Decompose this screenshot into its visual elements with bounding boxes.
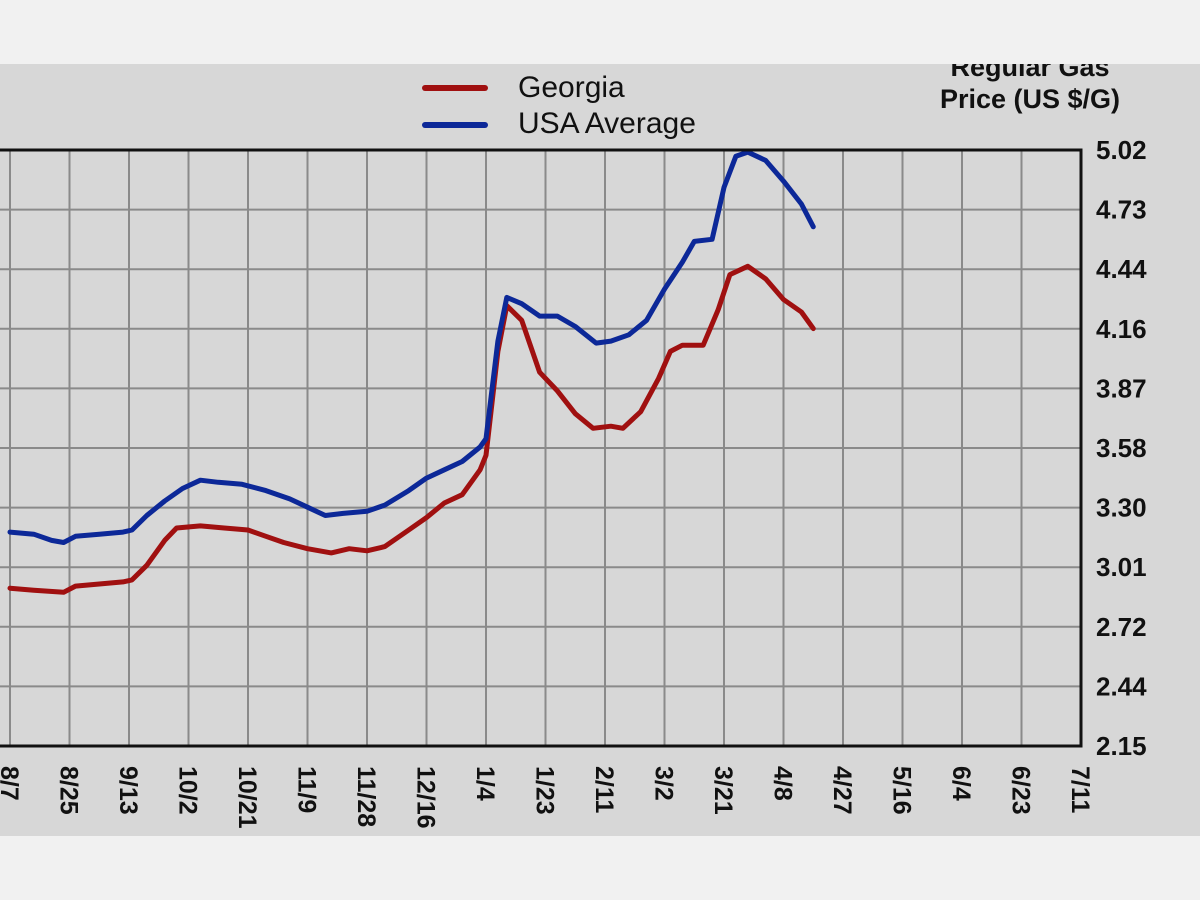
legend: Georgia USA Average xyxy=(422,71,696,140)
series-line-georgia xyxy=(7,263,816,595)
y-tick-label: 3.87 xyxy=(1096,373,1147,403)
x-tick-label: 9/13 xyxy=(114,766,142,815)
chart-frame: 5.02 4.73 4.44 4.16 3.87 3.58 3.30 3.01 2.72 2.44… xyxy=(0,64,1200,836)
y-tick-label: 4.73 xyxy=(1096,195,1147,225)
y-tick-label: 3.30 xyxy=(1096,493,1147,523)
x-tick-label: 6/4 xyxy=(947,766,975,801)
y-tick-label: 3.58 xyxy=(1096,433,1147,463)
price-chart: 5.02 4.73 4.44 4.16 3.87 3.58 3.30 3.01 2.72 2.44… xyxy=(0,64,1147,829)
x-tick-label: 3/21 xyxy=(709,766,737,815)
legend-label-usa-average: USA Average xyxy=(518,107,696,140)
x-tick-label: 11/28 xyxy=(352,766,380,827)
x-tick-label: 1/23 xyxy=(531,766,559,815)
y-tick-label: 2.72 xyxy=(1096,612,1147,642)
legend-label-georgia: Georgia xyxy=(518,71,625,104)
x-tick-label: 7/11 xyxy=(1066,766,1094,813)
y-axis-ticks: 5.02 4.73 4.44 4.16 3.87 3.58 3.30 3.01 2.72 2.44… xyxy=(1096,135,1147,761)
x-tick-label: 8/7 xyxy=(0,766,23,801)
x-tick-label: 6/23 xyxy=(1007,766,1035,815)
y-tick-label: 4.16 xyxy=(1096,314,1147,344)
x-tick-label: 10/21 xyxy=(233,766,261,829)
x-tick-label: 3/2 xyxy=(650,766,678,801)
x-tick-label: 8/25 xyxy=(55,766,83,815)
y-tick-label: 2.15 xyxy=(1096,731,1147,761)
x-axis-ticks: 8/7 8/25 9/13 10/2 10/21 11/9 11/28 12/16 1/4 1/2… xyxy=(0,766,1094,829)
x-tick-label: 4/8 xyxy=(769,766,797,801)
y-tick-label: 2.44 xyxy=(1096,671,1147,701)
series-lines xyxy=(7,149,816,595)
plot-border xyxy=(0,148,1083,748)
y-axis-title: Regular Gas Price (US $/G) xyxy=(940,64,1120,114)
series-line-usa-average xyxy=(7,149,816,545)
x-tick-label: 4/27 xyxy=(828,766,856,815)
x-tick-label: 5/16 xyxy=(888,766,916,815)
x-tick-label: 2/11 xyxy=(590,766,618,813)
x-tick-label: 11/9 xyxy=(293,766,321,813)
y-tick-label: 4.44 xyxy=(1096,254,1147,284)
x-tick-label: 1/4 xyxy=(471,766,499,801)
x-tick-label: 12/16 xyxy=(412,766,440,829)
y-tick-label: 3.01 xyxy=(1096,552,1147,582)
y-tick-label: 5.02 xyxy=(1096,135,1147,165)
x-tick-label: 10/2 xyxy=(174,766,202,815)
